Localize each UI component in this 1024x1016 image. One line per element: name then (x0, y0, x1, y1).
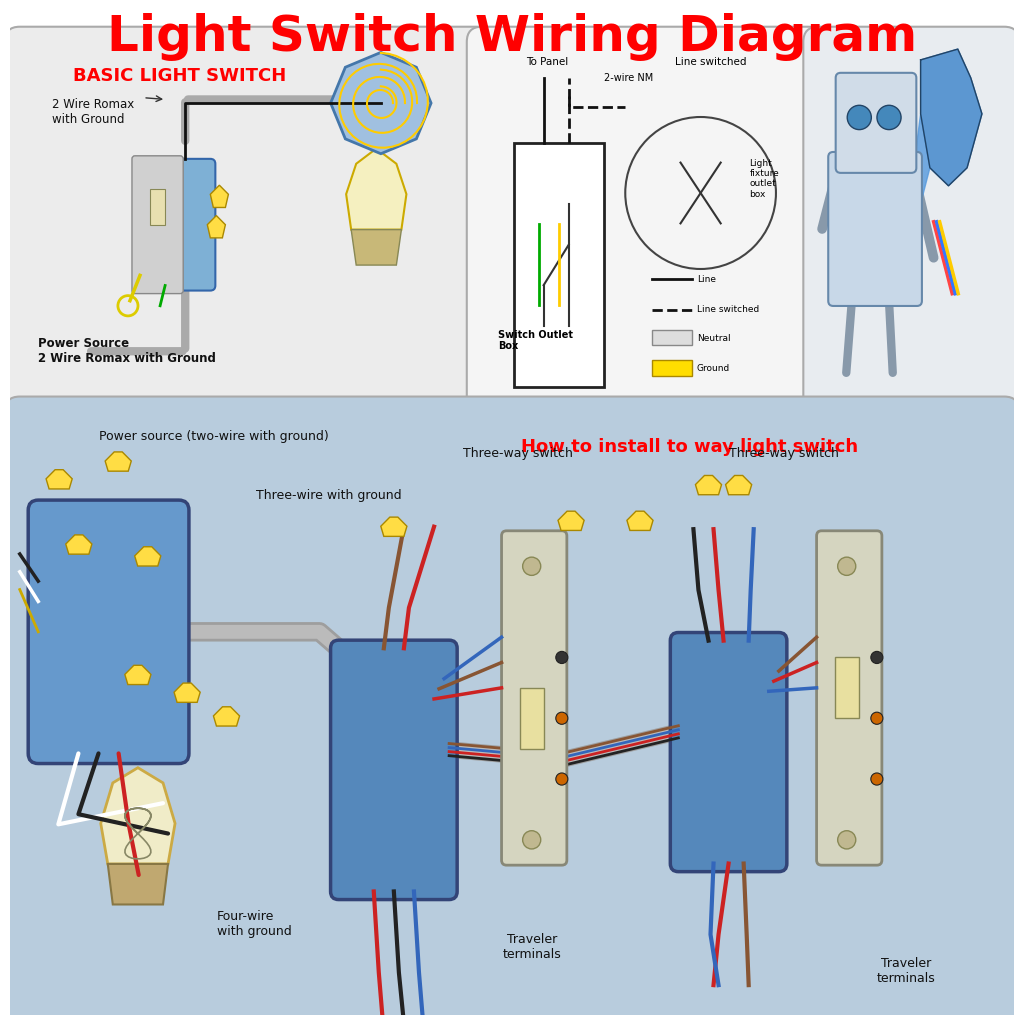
Polygon shape (921, 49, 982, 186)
Circle shape (556, 712, 568, 724)
Bar (513, 143, 604, 386)
Text: How to install to way light switch: How to install to way light switch (520, 438, 858, 456)
Text: Four-wire
with ground: Four-wire with ground (217, 909, 292, 938)
Circle shape (556, 773, 568, 785)
FancyBboxPatch shape (502, 530, 567, 866)
Text: Ground: Ground (697, 364, 730, 373)
FancyBboxPatch shape (5, 26, 492, 417)
Text: Light
fixture
outlet
box: Light fixture outlet box (750, 158, 779, 199)
Bar (519, 688, 544, 749)
Polygon shape (125, 665, 151, 685)
Polygon shape (213, 707, 240, 726)
Polygon shape (174, 683, 200, 702)
Circle shape (556, 651, 568, 663)
Text: Switch Outlet
Box: Switch Outlet Box (499, 329, 573, 352)
Text: Power source (two-wire with ground): Power source (two-wire with ground) (98, 430, 329, 443)
Text: Line switched: Line switched (697, 305, 759, 314)
Text: To Panel: To Panel (526, 57, 568, 67)
Text: 2-wire NM: 2-wire NM (604, 73, 653, 83)
Polygon shape (210, 185, 228, 207)
Polygon shape (135, 547, 161, 566)
Text: Three-way switch: Three-way switch (729, 447, 839, 460)
FancyBboxPatch shape (671, 633, 786, 872)
Polygon shape (105, 452, 131, 471)
Text: Light Switch Wiring Diagram: Light Switch Wiring Diagram (106, 13, 918, 61)
Text: Three-way switch: Three-way switch (463, 447, 572, 460)
Polygon shape (46, 469, 73, 489)
Polygon shape (108, 864, 168, 904)
FancyBboxPatch shape (467, 26, 823, 417)
Text: 2 Wire Romax
with Ground: 2 Wire Romax with Ground (52, 98, 134, 126)
Bar (835, 657, 859, 718)
FancyBboxPatch shape (816, 530, 882, 866)
Polygon shape (351, 230, 401, 265)
Circle shape (870, 651, 883, 663)
Circle shape (877, 106, 901, 130)
FancyBboxPatch shape (803, 26, 1019, 417)
Polygon shape (896, 114, 930, 294)
Text: Neutral: Neutral (697, 333, 730, 342)
Text: BASIC LIGHT SWITCH: BASIC LIGHT SWITCH (73, 67, 287, 85)
Circle shape (847, 106, 871, 130)
Text: Three-wire with ground: Three-wire with ground (256, 489, 401, 502)
Bar (651, 361, 692, 376)
Polygon shape (331, 53, 431, 153)
Circle shape (838, 831, 856, 849)
FancyBboxPatch shape (828, 152, 922, 306)
Text: Traveler
terminals: Traveler terminals (503, 934, 561, 961)
Bar (651, 330, 692, 345)
Polygon shape (726, 475, 752, 495)
Polygon shape (627, 511, 653, 530)
FancyBboxPatch shape (331, 640, 457, 899)
Circle shape (522, 831, 541, 849)
Polygon shape (558, 511, 584, 530)
Text: Traveler
terminals: Traveler terminals (877, 957, 935, 986)
Polygon shape (100, 768, 175, 864)
Polygon shape (66, 534, 92, 554)
Text: Line: Line (697, 274, 716, 283)
FancyBboxPatch shape (132, 155, 183, 294)
FancyBboxPatch shape (836, 73, 916, 173)
Circle shape (870, 712, 883, 724)
FancyBboxPatch shape (5, 396, 1019, 1016)
Polygon shape (346, 148, 407, 230)
Bar (151, 189, 165, 225)
Text: Power Source
2 Wire Romax with Ground: Power Source 2 Wire Romax with Ground (38, 337, 216, 365)
FancyBboxPatch shape (140, 158, 215, 291)
Circle shape (522, 557, 541, 575)
FancyBboxPatch shape (29, 500, 189, 764)
Circle shape (838, 557, 856, 575)
Circle shape (870, 773, 883, 785)
Polygon shape (381, 517, 407, 536)
Polygon shape (207, 215, 225, 238)
Polygon shape (695, 475, 722, 495)
Text: Line switched: Line switched (675, 57, 746, 67)
